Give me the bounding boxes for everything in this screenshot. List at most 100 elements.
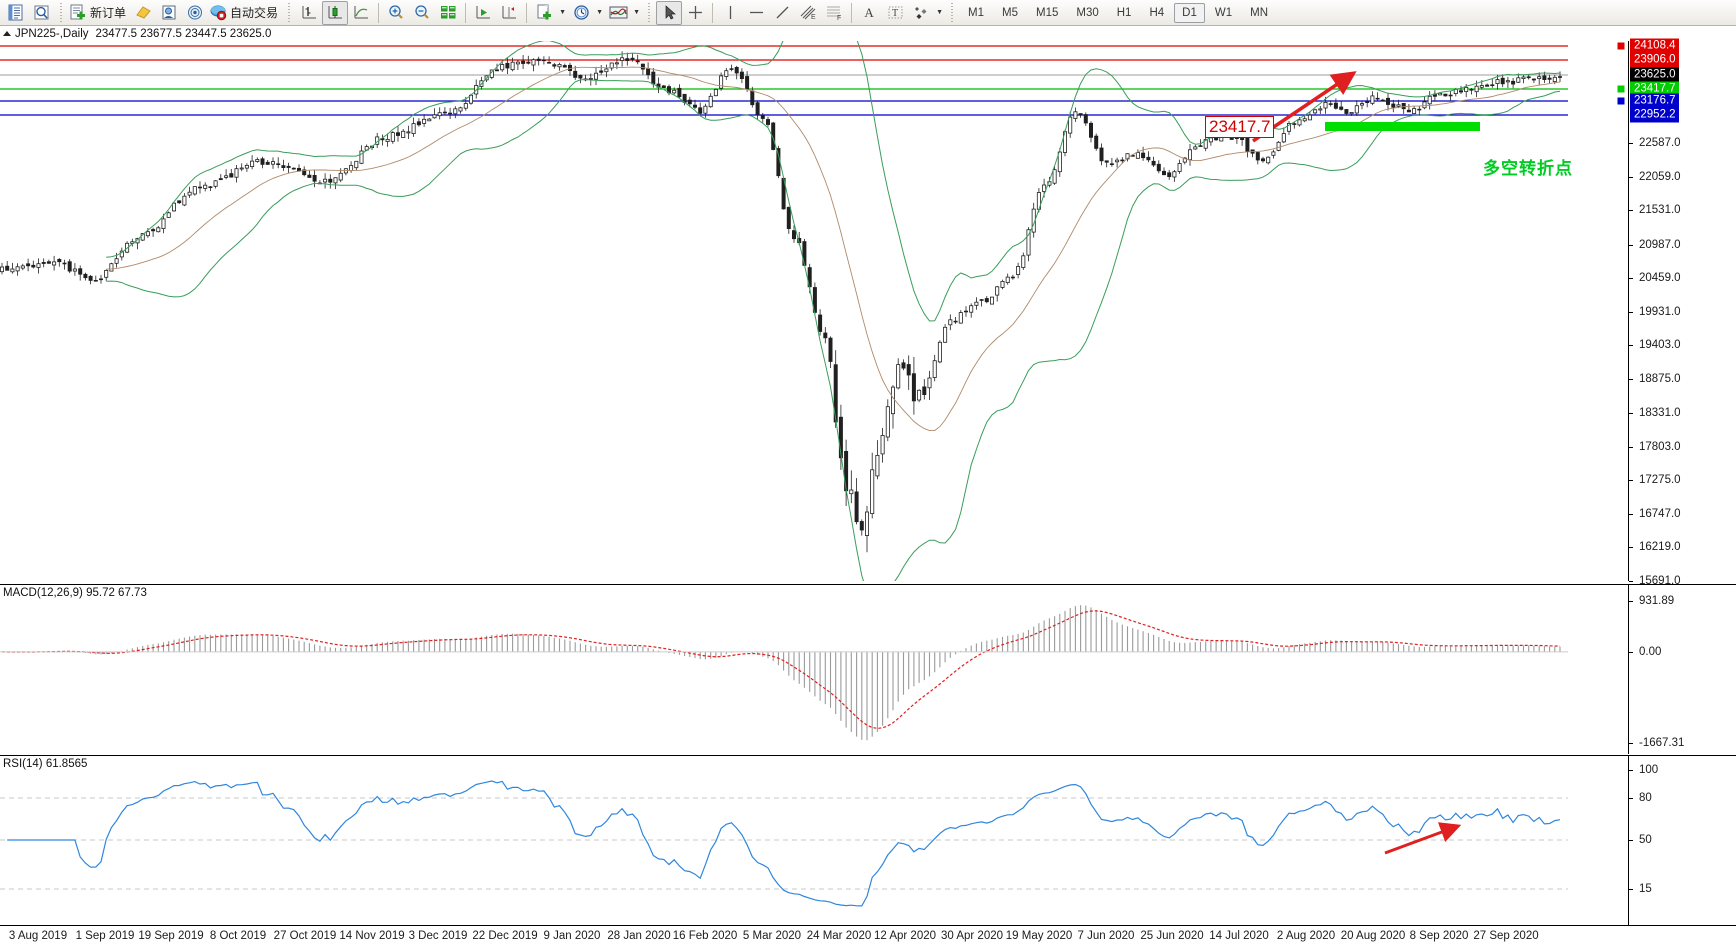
level-anchor-support-blue-1[interactable]: [1617, 97, 1625, 105]
price-tick-label: 22587.0: [1639, 137, 1681, 150]
time-tick-label: 28 Jan 2020: [607, 930, 671, 942]
time-tick-label: 24 Mar 2020: [806, 930, 872, 942]
timeframe-m15[interactable]: M15: [1036, 6, 1059, 19]
price-callout-label: 23417.7: [1205, 116, 1275, 138]
level-anchor-resistance-1[interactable]: [1617, 42, 1625, 50]
period-dropdown-caret[interactable]: ▼: [596, 9, 603, 16]
text-icon[interactable]: A: [856, 1, 882, 25]
objects-icon[interactable]: [908, 1, 934, 25]
level-anchor-support-green[interactable]: [1617, 85, 1625, 93]
time-tick-label: 12 Apr 2020: [873, 930, 937, 942]
chart-window-icon[interactable]: [435, 1, 461, 25]
new-template-icon[interactable]: [531, 1, 557, 25]
time-tick-label: 5 Mar 2020: [742, 930, 802, 942]
candlestick-chart-icon[interactable]: [322, 0, 349, 25]
objects-dropdown-caret[interactable]: ▼: [936, 9, 943, 16]
price-tick-label: 16219.0: [1639, 541, 1681, 554]
bar-chart-icon[interactable]: [296, 1, 322, 25]
timeframe-m1[interactable]: M1: [968, 6, 985, 19]
price-tick-label: 17803.0: [1639, 440, 1681, 453]
text-icon-glyph: A: [864, 4, 874, 20]
time-tick-label: 2 Aug 2020: [1276, 930, 1336, 942]
cursor-icon[interactable]: [656, 0, 683, 25]
market-watch-icon[interactable]: [2, 1, 28, 25]
indicators-icon[interactable]: [605, 1, 631, 25]
timeframe-m5[interactable]: M5: [1002, 6, 1018, 19]
time-axis[interactable]: 3 Aug 2019 1 Sep 2019 19 Sep 2019 8 Oct 201…: [0, 925, 1736, 948]
price-tick-label: 20987.0: [1639, 238, 1681, 251]
toolbar-separator-2: [285, 2, 294, 23]
price-tick-label: 21531.0: [1639, 204, 1681, 217]
new-order-label: 新订单: [90, 6, 127, 20]
time-tick-label: 3 Dec 2019: [408, 930, 468, 942]
price-tick-label: 18331.0: [1639, 407, 1681, 420]
signals-icon[interactable]: [182, 1, 208, 25]
autotrading-label: 自动交易: [230, 6, 279, 20]
toolbar-separator-3: [645, 2, 654, 23]
zoom-in-icon[interactable]: [383, 1, 409, 25]
timeframe-d1[interactable]: D1: [1174, 2, 1205, 23]
price-axis[interactable]: 22587.0 22059.0 21531.0 20987.0 20459.0 19931…: [1628, 38, 1736, 587]
price-tag-resistance-2: 23906.0: [1630, 52, 1679, 68]
chart-shift-icon[interactable]: [496, 1, 522, 25]
period-icon[interactable]: [568, 1, 594, 25]
timeframe-mn[interactable]: MN: [1250, 6, 1268, 19]
macd-axis[interactable]: 931.89 0.00 -1667.31: [1628, 585, 1736, 754]
data-window-icon[interactable]: [28, 1, 54, 25]
rsi-tick-label: 15: [1639, 883, 1652, 895]
timeframe-bar: M1 M5 M15 M30 H1 H4 D1 W1 MN: [959, 2, 1277, 23]
vertical-line-icon[interactable]: [717, 1, 743, 25]
zoom-out-icon[interactable]: [409, 1, 435, 25]
autotrading-button[interactable]: 自动交易: [208, 1, 282, 25]
collapse-triangle-icon[interactable]: [3, 31, 11, 36]
crosshair-icon[interactable]: [682, 1, 708, 25]
timeframe-h1[interactable]: H1: [1116, 6, 1132, 19]
time-tick-label: 1 Sep 2019: [75, 930, 135, 942]
timeframe-h4[interactable]: H4: [1149, 6, 1165, 19]
price-tick-label: 20459.0: [1639, 272, 1681, 285]
price-tick-label: 17275.0: [1639, 474, 1681, 487]
macd-tick-label: 931.89: [1639, 595, 1675, 607]
time-tick-label: 27 Sep 2020: [1473, 930, 1539, 942]
svg-text:F: F: [837, 15, 841, 21]
timeframe-w1[interactable]: W1: [1214, 6, 1233, 19]
new-order-button[interactable]: 新订单: [68, 1, 130, 25]
toolbar-divider: [378, 2, 380, 23]
text-label-icon[interactable]: T: [882, 1, 908, 25]
price-chart-canvas: [0, 41, 1568, 581]
timeframe-m30[interactable]: M30: [1076, 6, 1099, 19]
symbol-name: JPN225-,Daily: [15, 28, 89, 40]
price-tick-label: 16747.0: [1639, 507, 1681, 520]
macd-canvas: [0, 605, 1568, 741]
rsi-tick-label: 80: [1639, 792, 1652, 804]
trendline-icon[interactable]: [769, 1, 795, 25]
indicators-dropdown-caret[interactable]: ▼: [633, 9, 640, 16]
line-chart-icon[interactable]: [348, 1, 374, 25]
price-tag-resistance-1: 24108.4: [1630, 38, 1679, 54]
auto-scroll-icon[interactable]: [470, 1, 496, 25]
rsi-tick-label: 100: [1639, 764, 1659, 776]
expert-advisors-icon[interactable]: [130, 1, 156, 25]
time-tick-label: 20 Aug 2020: [1340, 930, 1406, 942]
price-tick-label: 19403.0: [1639, 339, 1681, 352]
rsi-axis[interactable]: 100 80 50 15: [1628, 756, 1736, 925]
time-tick-label: 8 Oct 2019: [209, 930, 267, 942]
mql-community-icon[interactable]: [156, 1, 182, 25]
time-tick-label: 14 Nov 2019: [339, 930, 405, 942]
time-tick-label: 27 Oct 2019: [273, 930, 337, 942]
price-chart-pane[interactable]: 23417.7 多空转折点 22587.0 22059.0 21531.0 20987…: [0, 38, 1736, 587]
time-tick-label: 30 Apr 2020: [940, 930, 1004, 942]
time-tick-label: 7 Jun 2020: [1077, 930, 1135, 942]
price-tick-label: 22059.0: [1639, 170, 1681, 183]
macd-pane[interactable]: MACD(12,26,9) 95.72 67.73 931.89 0.00 -166…: [0, 584, 1736, 754]
fibonacci-icon[interactable]: F: [821, 1, 847, 25]
time-tick-label: 19 May 2020: [1005, 930, 1073, 942]
rsi-canvas: [0, 780, 1568, 907]
template-dropdown-caret[interactable]: ▼: [559, 9, 566, 16]
time-tick-label: 9 Jan 2020: [543, 930, 601, 942]
horizontal-line-icon[interactable]: [743, 1, 769, 25]
rsi-pane[interactable]: RSI(14) 61.8565 100 80 50 15: [0, 755, 1736, 925]
equidistant-channel-icon[interactable]: E: [795, 1, 821, 25]
svg-text:T: T: [892, 8, 898, 19]
